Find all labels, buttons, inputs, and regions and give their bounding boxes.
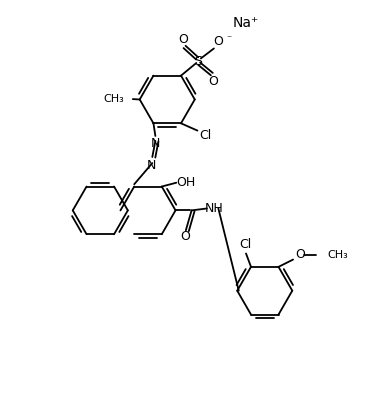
Text: NH: NH [205, 202, 224, 215]
Text: O: O [295, 249, 305, 262]
Text: N: N [147, 159, 156, 172]
Text: O: O [213, 35, 223, 48]
Text: Cl: Cl [200, 129, 212, 142]
Text: S: S [194, 55, 202, 68]
Text: O: O [208, 75, 218, 88]
Text: CH₃: CH₃ [103, 94, 124, 104]
Text: ⁻: ⁻ [226, 34, 231, 44]
Text: Cl: Cl [239, 238, 251, 251]
Text: O: O [179, 33, 189, 46]
Text: O: O [180, 230, 190, 243]
Text: N: N [151, 137, 160, 150]
Text: Na⁺: Na⁺ [232, 16, 259, 30]
Text: CH₃: CH₃ [327, 250, 348, 260]
Text: OH: OH [176, 176, 195, 189]
